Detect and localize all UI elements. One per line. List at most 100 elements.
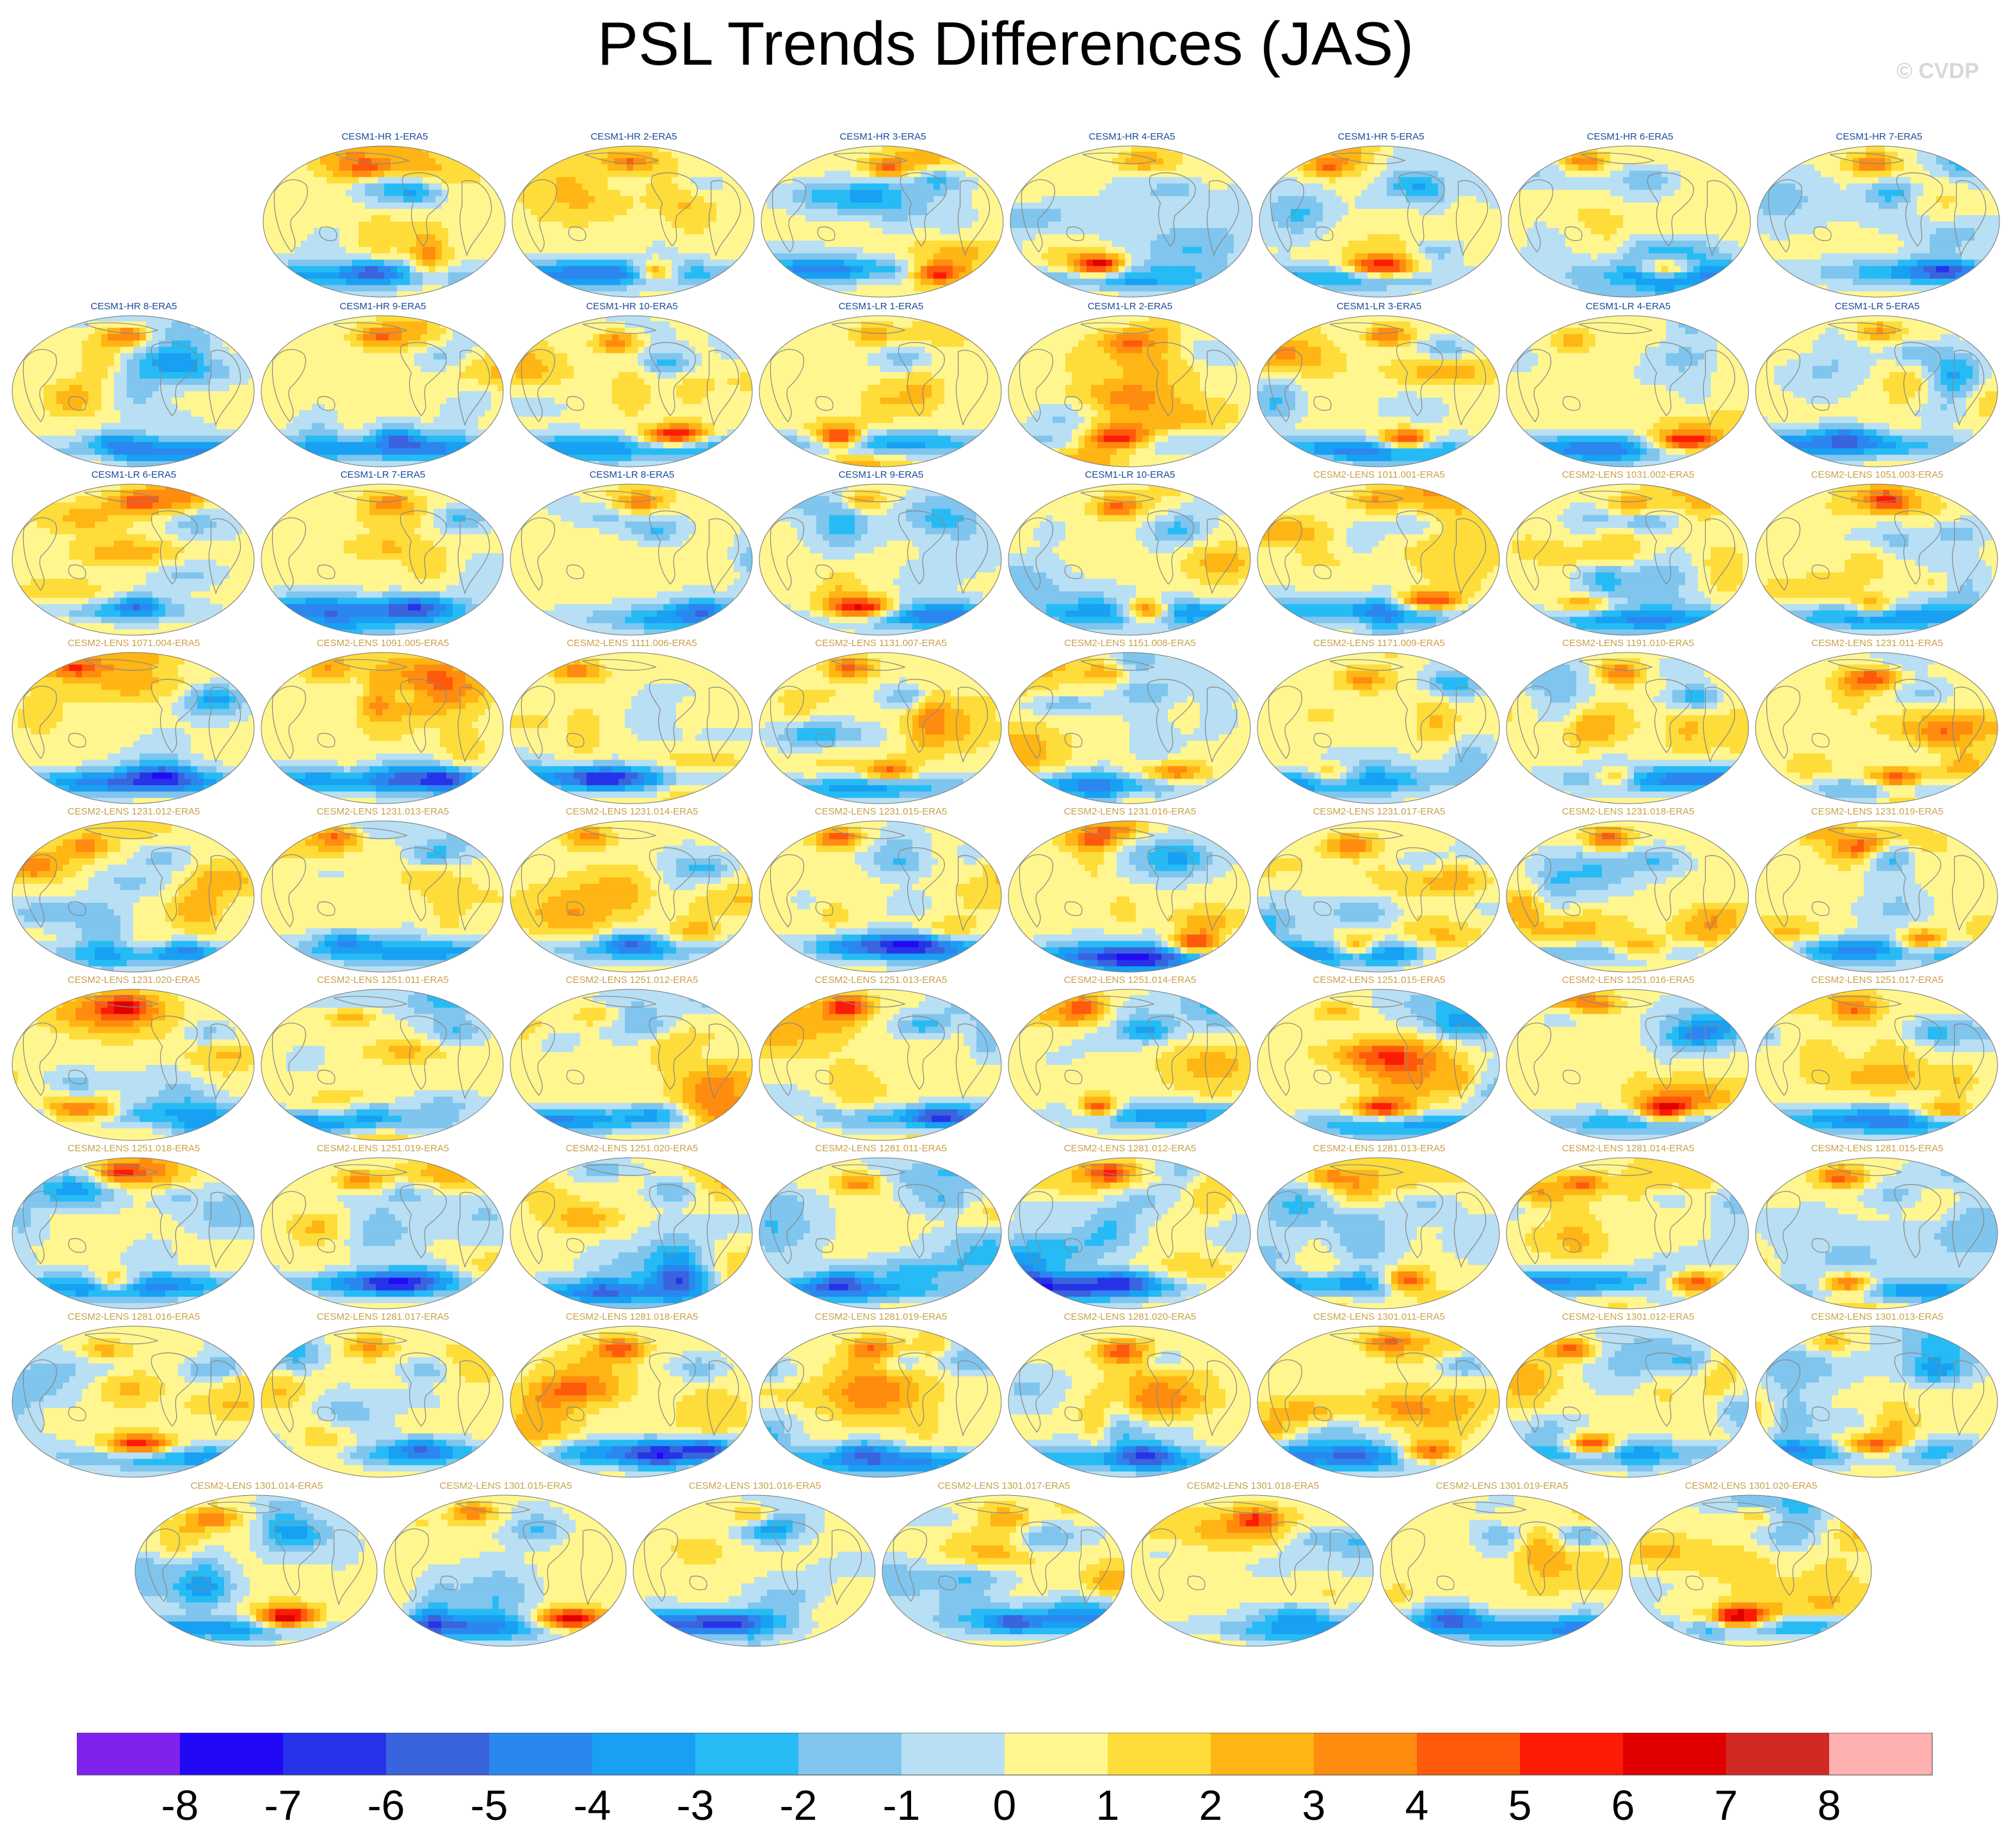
map-panel: CESM1-LR 4-ERA5 <box>1506 301 1750 469</box>
panel-label: CESM2-LENS 1301.019-ERA5 <box>1380 1480 1624 1495</box>
panel-map <box>1008 820 1251 973</box>
colorbar-swatch <box>386 1733 489 1775</box>
panel-label: CESM1-LR 1-ERA5 <box>759 301 1003 315</box>
panel-label: CESM2-LENS 1031.002-ERA5 <box>1506 469 1750 483</box>
panel-map <box>1008 652 1251 804</box>
colorbar-tick-label: 4 <box>1405 1781 1429 1829</box>
panel-label: CESM2-LENS 1251.016-ERA5 <box>1506 975 1750 989</box>
map-panel: CESM1-HR 6-ERA5 <box>1508 131 1752 299</box>
panel-label: CESM2-LENS 1301.016-ERA5 <box>633 1480 877 1495</box>
map-panel: CESM1-LR 8-ERA5 <box>510 469 754 637</box>
panel-map <box>261 652 504 804</box>
panel-map <box>510 652 753 804</box>
map-panel: CESM2-LENS 1231.011-ERA5 <box>1755 638 1999 806</box>
map-panel: CESM1-HR 5-ERA5 <box>1259 131 1503 299</box>
panel-map <box>510 989 753 1141</box>
map-panel: CESM2-LENS 1071.004-ERA5 <box>12 638 256 806</box>
map-panel: CESM2-LENS 1011.001-ERA5 <box>1257 469 1501 637</box>
panel-map <box>1506 483 1749 636</box>
panel-label: CESM2-LENS 1281.016-ERA5 <box>12 1311 256 1325</box>
map-panel: CESM1-HR 3-ERA5 <box>761 131 1005 299</box>
panel-map <box>12 820 255 973</box>
map-panel: CESM1-LR 9-ERA5 <box>759 469 1003 637</box>
map-panel: CESM2-LENS 1281.017-ERA5 <box>261 1311 505 1479</box>
panel-map <box>1755 315 1998 467</box>
panel-map <box>384 1495 627 1647</box>
panel-map <box>261 315 504 467</box>
panel-map <box>12 1157 255 1309</box>
panel-label: CESM1-HR 7-ERA5 <box>1757 131 2001 145</box>
map-panel: CESM2-LENS 1281.011-ERA5 <box>759 1143 1003 1311</box>
map-panel: CESM2-LENS 1281.015-ERA5 <box>1755 1143 1999 1311</box>
panel-label: CESM2-LENS 1071.004-ERA5 <box>12 638 256 652</box>
panel-label: CESM1-HR 9-ERA5 <box>261 301 505 315</box>
panel-map <box>1257 1157 1500 1309</box>
panel-map <box>12 989 255 1141</box>
panel-label: CESM2-LENS 1131.007-ERA5 <box>759 638 1003 652</box>
panel-map <box>759 1157 1002 1309</box>
map-panel: CESM1-HR 4-ERA5 <box>1010 131 1254 299</box>
panel-label: CESM1-LR 6-ERA5 <box>12 469 256 483</box>
panel-map <box>1755 989 1998 1141</box>
panel-label: CESM1-LR 2-ERA5 <box>1008 301 1252 315</box>
panel-label: CESM2-LENS 1231.017-ERA5 <box>1257 806 1501 820</box>
panel-map <box>761 145 1004 298</box>
map-panel: CESM2-LENS 1301.017-ERA5 <box>882 1480 1126 1648</box>
map-panel: CESM1-HR 1-ERA5 <box>262 131 507 299</box>
panel-label: CESM2-LENS 1301.013-ERA5 <box>1755 1311 1999 1325</box>
panel-map <box>1257 820 1500 973</box>
map-panel: CESM2-LENS 1251.014-ERA5 <box>1008 975 1252 1142</box>
panel-label: CESM2-LENS 1231.018-ERA5 <box>1506 806 1750 820</box>
panel-label: CESM2-LENS 1011.001-ERA5 <box>1257 469 1501 483</box>
map-panel: CESM2-LENS 1281.013-ERA5 <box>1257 1143 1501 1311</box>
panel-map <box>1008 1157 1251 1309</box>
map-panel: CESM1-LR 10-ERA5 <box>1008 469 1252 637</box>
colorbar-tick-label: 2 <box>1199 1781 1223 1829</box>
map-panel: CESM2-LENS 1251.019-ERA5 <box>261 1143 505 1311</box>
panel-map <box>1506 1325 1749 1478</box>
panel-map <box>759 652 1002 804</box>
panel-map <box>12 315 255 467</box>
colorbar-swatch <box>489 1733 592 1775</box>
panel-grid: CESM1-HR 1-ERA5 CESM1-HR 2-ERA5 CESM1-HR 3… <box>0 0 2011 1729</box>
panel-label: CESM2-LENS 1251.013-ERA5 <box>759 975 1003 989</box>
panel-map <box>261 1325 504 1478</box>
map-panel: CESM1-HR 7-ERA5 <box>1757 131 2001 299</box>
map-panel: CESM2-LENS 1301.011-ERA5 <box>1257 1311 1501 1479</box>
panel-label: CESM2-LENS 1281.015-ERA5 <box>1755 1143 1999 1157</box>
panel-label: CESM2-LENS 1301.020-ERA5 <box>1629 1480 1873 1495</box>
colorbar-swatch <box>1314 1733 1417 1775</box>
panel-map <box>1506 315 1749 467</box>
panel-map <box>1257 483 1500 636</box>
colorbar-swatch <box>1520 1733 1623 1775</box>
panel-label: CESM2-LENS 1281.012-ERA5 <box>1008 1143 1252 1157</box>
panel-map <box>759 483 1002 636</box>
panel-label: CESM2-LENS 1231.013-ERA5 <box>261 806 505 820</box>
map-panel: CESM1-LR 7-ERA5 <box>261 469 505 637</box>
panel-label: CESM2-LENS 1301.012-ERA5 <box>1506 1311 1750 1325</box>
map-panel: CESM2-LENS 1301.018-ERA5 <box>1131 1480 1375 1648</box>
map-panel: CESM2-LENS 1091.005-ERA5 <box>261 638 505 806</box>
colorbar-swatch <box>798 1733 901 1775</box>
panel-map <box>1259 145 1502 298</box>
panel-label: CESM2-LENS 1091.005-ERA5 <box>261 638 505 652</box>
panel-label: CESM2-LENS 1231.011-ERA5 <box>1755 638 1999 652</box>
panel-map <box>759 989 1002 1141</box>
panel-map <box>1131 1495 1374 1647</box>
panel-label: CESM1-LR 7-ERA5 <box>261 469 505 483</box>
panel-label: CESM2-LENS 1281.018-ERA5 <box>510 1311 754 1325</box>
map-panel: CESM2-LENS 1231.018-ERA5 <box>1506 806 1750 974</box>
panel-map <box>134 1495 378 1647</box>
panel-label: CESM2-LENS 1301.011-ERA5 <box>1257 1311 1501 1325</box>
map-panel: CESM2-LENS 1281.019-ERA5 <box>759 1311 1003 1479</box>
map-panel: CESM2-LENS 1111.006-ERA5 <box>510 638 754 806</box>
map-panel: CESM2-LENS 1251.015-ERA5 <box>1257 975 1501 1142</box>
map-panel: CESM2-LENS 1191.010-ERA5 <box>1506 638 1750 806</box>
panel-map <box>12 652 255 804</box>
map-panel: CESM1-LR 1-ERA5 <box>759 301 1003 469</box>
panel-label: CESM2-LENS 1281.019-ERA5 <box>759 1311 1003 1325</box>
colorbar-swatch <box>1726 1733 1829 1775</box>
panel-map <box>1755 652 1998 804</box>
panel-label: CESM1-HR 1-ERA5 <box>262 131 507 145</box>
panel-label: CESM1-HR 10-ERA5 <box>510 301 754 315</box>
